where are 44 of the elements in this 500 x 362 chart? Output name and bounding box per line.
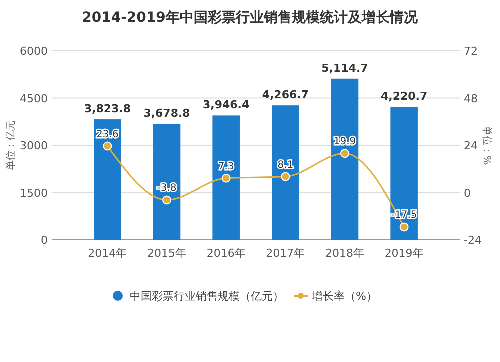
- x-tick-label: 2016年: [206, 247, 246, 260]
- y-tick-label: 6000: [20, 45, 48, 58]
- bar: [272, 106, 300, 240]
- y-tick-label: 4500: [20, 92, 48, 106]
- point: [162, 196, 172, 205]
- point: [281, 172, 290, 182]
- y2-tick-label: -24: [464, 234, 482, 247]
- data-label: 5,114.7: [322, 62, 368, 75]
- x-tick-label: 2019年: [384, 247, 424, 260]
- point: [222, 174, 231, 183]
- data-label: 3,678.8: [144, 107, 190, 120]
- bar: [212, 116, 240, 240]
- x-tick-label: 2014年: [88, 247, 128, 260]
- data-label: 8.1: [278, 160, 294, 171]
- y2-axis-title: 单位：%: [481, 126, 493, 166]
- data-label: 23.6: [96, 129, 119, 140]
- data-label: 4,220.7: [381, 90, 428, 104]
- y2-tick-label: 72: [464, 45, 478, 58]
- chart-title: 2014-2019年中国彩票行业销售规模统计及增长情况: [82, 9, 419, 26]
- bar: [94, 120, 122, 240]
- data-label: 19.9: [334, 136, 356, 148]
- bar: [153, 124, 181, 240]
- bar: [390, 107, 418, 240]
- y2-tick-label: 48: [464, 92, 478, 106]
- y-tick-label: 0: [41, 234, 48, 247]
- data-label: 3,946.4: [203, 98, 250, 112]
- data-label: 3,823.8: [84, 102, 131, 116]
- bar: [331, 78, 359, 240]
- data-label: 7.3: [218, 161, 234, 172]
- x-tick-label: 2017年: [266, 247, 306, 260]
- data-label: 4,266.7: [262, 88, 309, 102]
- point: [103, 142, 112, 151]
- y2-tick-label: 0: [464, 186, 471, 200]
- y-tick-label: 1500: [20, 186, 48, 200]
- x-tick-label: 2018年: [325, 247, 364, 260]
- point: [340, 149, 350, 158]
- legend-label: 增长率（%）: [311, 290, 378, 303]
- legend-label: 中国彩票行业销售规模（亿元）: [130, 290, 284, 303]
- y-axis-title: 单位：亿元: [5, 120, 17, 170]
- y-tick-label: 3000: [20, 140, 48, 152]
- point: [400, 222, 409, 232]
- y2-tick-label: 24: [464, 140, 478, 152]
- data-label: -3.8: [157, 183, 177, 194]
- x-tick-label: 2015年: [148, 247, 187, 260]
